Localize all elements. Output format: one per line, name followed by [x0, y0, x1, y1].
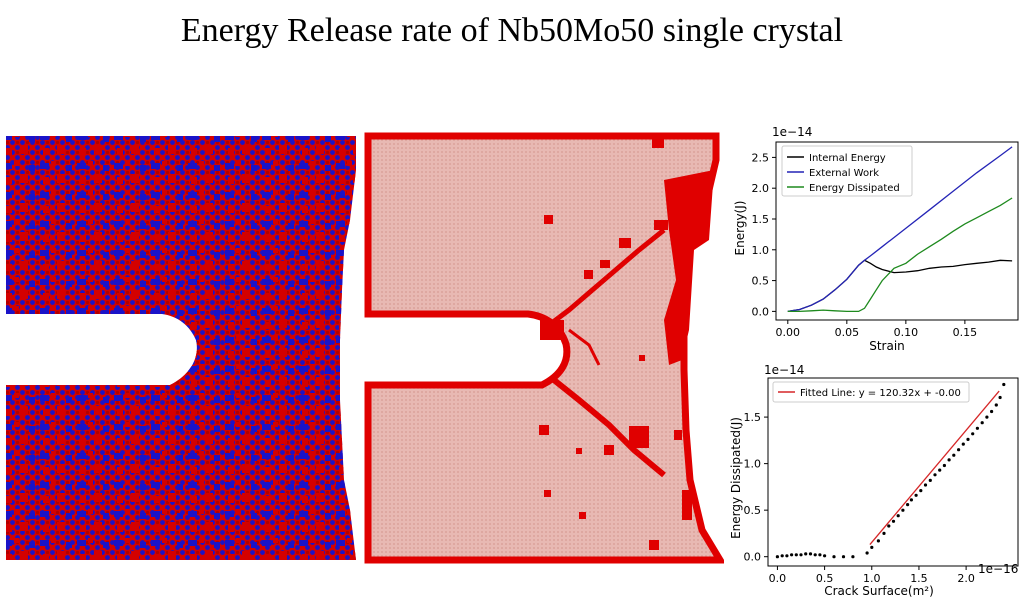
scatter-point: [870, 545, 874, 549]
scatter-point: [923, 483, 928, 487]
y-tick-label: 1.5: [752, 213, 770, 226]
x-tick-label: 0.00: [776, 326, 801, 339]
series-line-2: [787, 197, 1013, 313]
scatter-point: [799, 553, 803, 557]
x-axis-label: Crack Surface(m²): [824, 584, 934, 598]
x-tick-label: 1.5: [910, 572, 928, 585]
scatter-point: [952, 453, 956, 457]
scatter-point: [990, 409, 994, 414]
legend: Fitted Line: y = 120.32x + -0.00: [772, 381, 970, 403]
scatter-point: [938, 468, 942, 472]
scatter-point: [882, 531, 886, 535]
fitted-line: [869, 390, 1000, 546]
x-offset-label: 1e−16: [978, 562, 1018, 576]
x-tick-label: 2.0: [957, 572, 975, 585]
scatter-point: [933, 473, 937, 477]
scatter-point: [909, 498, 913, 502]
scatter-point: [823, 554, 827, 558]
x-tick-label: 1.0: [863, 572, 881, 585]
scatter-point: [780, 554, 784, 558]
scatter-point: [966, 437, 970, 441]
scatter-point: [790, 553, 794, 557]
scatter-point: [832, 555, 836, 559]
scatter-point: [1002, 382, 1006, 387]
legend-label: Fitted Line: y = 120.32x + -0.00: [800, 388, 961, 399]
scatter-point: [957, 448, 961, 452]
plot-frame: [775, 141, 1019, 321]
x-axis-label: Strain: [869, 339, 905, 353]
y-tick-label: 0.0: [752, 305, 770, 318]
scatter-point: [942, 463, 946, 468]
x-tick-label: 0.5: [816, 572, 834, 585]
y-tick-label: 0.5: [744, 504, 762, 517]
scatter-point: [865, 551, 869, 555]
legend-label: External Work: [809, 168, 879, 179]
scatter-point: [804, 552, 808, 556]
y-tick-label: 0.5: [752, 275, 770, 288]
y-offset-label: 1e−14: [764, 363, 804, 377]
scatter-point: [775, 555, 779, 559]
series-line-0: [787, 259, 1013, 313]
legend-label: Energy Dissipated: [809, 183, 900, 194]
legend-label: Internal Energy: [809, 153, 886, 164]
y-tick-label: 2.0: [752, 182, 770, 195]
scatter-point: [896, 514, 900, 518]
y-tick-label: 2.5: [752, 151, 770, 164]
x-tick-label: 0.0: [769, 572, 787, 585]
y-axis-label: Energy Dissipated(J): [729, 417, 743, 539]
scatter-point: [813, 553, 817, 557]
scatter-point: [808, 552, 813, 556]
plot-frame: [767, 377, 1019, 567]
scatter-point: [887, 524, 891, 528]
scatter-point: [998, 395, 1002, 400]
legend: Internal Energy External Work Energy Dissi…: [781, 145, 913, 197]
x-tick-label: 0.05: [835, 326, 860, 339]
series-line-1: [787, 146, 1013, 313]
scatter-point: [947, 458, 951, 462]
scatter-point: [928, 478, 932, 482]
scatter-point: [980, 421, 984, 425]
scatter-point: [901, 508, 905, 512]
scatter-point: [919, 489, 923, 493]
scatter-point: [851, 555, 855, 559]
legend-box: [781, 145, 913, 197]
y-axis-label: Energy(J): [733, 201, 747, 256]
y-tick-label: 1.0: [752, 244, 770, 257]
scatter-point: [961, 442, 965, 446]
x-tick-label: 0.10: [894, 326, 919, 339]
scatter-point: [914, 493, 918, 497]
scatter-point: [785, 554, 789, 558]
legend-box: [772, 381, 970, 403]
figure-title: Energy Release rate of Nb50Mo50 single c…: [180, 12, 844, 49]
scatter-point: [994, 403, 998, 407]
y-tick-label: 0.0: [744, 551, 762, 564]
y-offset-label: 1e−14: [772, 125, 812, 139]
scatter-point: [818, 553, 822, 557]
scatter-point: [841, 555, 846, 559]
energy-vs-strain-chart: 0.00 0.05 0.10 0.15 0.0 0.5 1.0 1.5 2.0 2.5 Inter…: [733, 125, 1019, 353]
scatter-point: [794, 553, 798, 557]
dissipated-vs-crack-surface-chart: 0.0 0.5 1.0 1.5 2.0 0.0 0.5 1.0 1.5 Fitted Line:…: [729, 363, 1019, 598]
scatter-point: [975, 426, 979, 430]
y-tick-label: 1.5: [744, 411, 762, 424]
atom-map-species: [6, 136, 356, 560]
scatter-point: [906, 503, 910, 507]
scatter-point: [985, 415, 989, 419]
x-tick-label: 0.15: [953, 326, 978, 339]
scatter-point: [876, 539, 880, 543]
scatter-point: [971, 432, 975, 436]
atom-map-structure: [364, 132, 724, 564]
scatter-point: [891, 519, 896, 523]
y-tick-label: 1.0: [744, 458, 762, 471]
